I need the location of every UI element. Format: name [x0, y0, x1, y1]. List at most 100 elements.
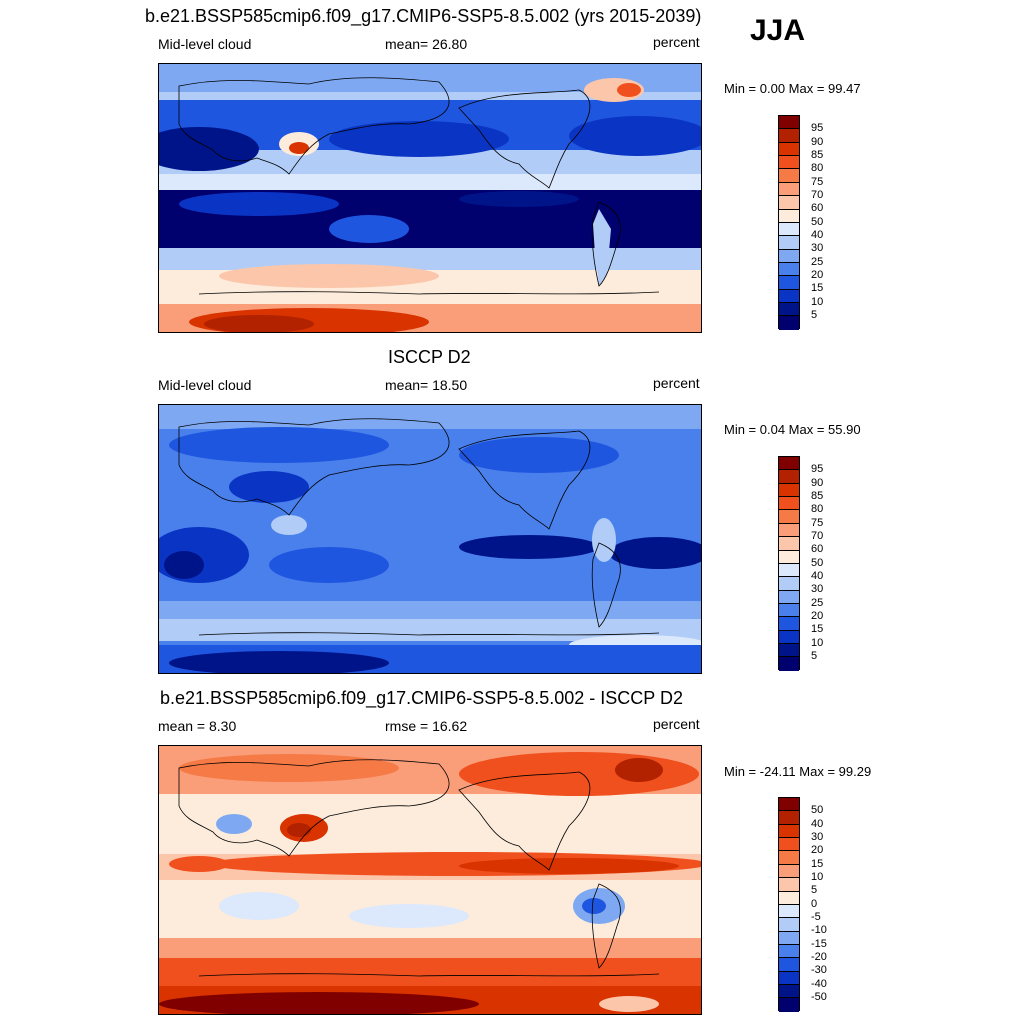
panel-3-colorbar-cell-1: [779, 798, 799, 812]
panel-3-colorbar-cell-7: [779, 878, 799, 892]
panel-2-colorbar-cell-11: [779, 590, 799, 604]
panel-1-colorbar-cell-2: [779, 129, 799, 143]
panel-2-title: ISCCP D2: [388, 347, 471, 367]
panel-3-colorbar-label: -15: [811, 938, 827, 950]
panel-3-colorbar-cell-15: [779, 985, 799, 999]
panel-2-colorbar-label: 5: [811, 650, 818, 662]
panel-1-colorbar-cell-13: [779, 276, 799, 290]
panel-1-colorbar-label: 20: [811, 269, 824, 281]
panel-1-colorbar-cell-8: [779, 209, 799, 223]
panel-3-map-field: [159, 746, 701, 1014]
panel-2-colorbar-cell-10: [779, 577, 799, 591]
panel-2-range-text: Min = 0.04 Max = 55.90: [724, 422, 861, 437]
panel-3-colorbar: [778, 797, 800, 1012]
panel-3-colorbar-cell-9: [779, 904, 799, 919]
panel-1-colorbar-cell-12: [779, 262, 799, 277]
panel-2-colorbar-label: 50: [811, 557, 824, 569]
panel-3-colorbar-label: 20: [811, 844, 824, 856]
panel-2-colorbar-label: 10: [811, 637, 824, 649]
panel-2-mean-label: mean= 18.50: [385, 377, 468, 393]
panel-2-units-label: percent: [653, 375, 700, 391]
panel-2-colorbar-label: 25: [811, 597, 824, 609]
panel-1-colorbar-label: 95: [811, 122, 824, 134]
panel-2-colorbar-label: 40: [811, 570, 824, 582]
panel-3-colorbar-label: 15: [811, 858, 824, 870]
panel-2-colorbar-cell-8: [779, 550, 799, 564]
panel-1-colorbar-cell-14: [779, 289, 799, 304]
panel-2-colorbar-cell-14: [779, 630, 799, 645]
panel-1-colorbar-cell-10: [779, 236, 799, 250]
panel-3-title: b.e21.BSSP585cmip6.f09_g17.CMIP6-SSP5-8.…: [160, 688, 683, 708]
panel-3-colorbar-label: -20: [811, 951, 827, 963]
panel-3-rmse-label: rmse = 16.62: [385, 718, 468, 734]
panel-3-colorbar-cell-8: [779, 891, 799, 905]
panel-1-colorbar-cell-7: [779, 196, 799, 210]
panel-3-map: [158, 745, 702, 1015]
panel-2-colorbar-cell-9: [779, 563, 799, 578]
panel-3-colorbar-cell-3: [779, 824, 799, 839]
panel-1-colorbar-cell-1: [779, 116, 799, 130]
panel-1-variable-label: Mid-level cloud: [158, 36, 252, 52]
panel-2-colorbar-label: 85: [811, 490, 824, 502]
panel-2-colorbar-label: 70: [811, 530, 824, 542]
panel-2-colorbar-cell-7: [779, 537, 799, 551]
panel-2-colorbar-cell-4: [779, 497, 799, 511]
panel-2-colorbar-cell-12: [779, 603, 799, 618]
panel-2-colorbar-label: 95: [811, 463, 824, 475]
panel-3-colorbar-label: 30: [811, 831, 824, 843]
panel-1-colorbar-label: 5: [811, 309, 818, 321]
panel-2-colorbar-label: 30: [811, 583, 824, 595]
panel-1-colorbar-label: 85: [811, 149, 824, 161]
panel-3-colorbar-label: 50: [811, 804, 824, 816]
panel-1-range-text: Min = 0.00 Max = 99.47: [724, 81, 861, 96]
panel-1-title: b.e21.BSSP585cmip6.f09_g17.CMIP6-SSP5-8.…: [145, 6, 702, 26]
panel-1-mean-label: mean= 26.80: [385, 36, 468, 52]
panel-1-colorbar-cell-3: [779, 142, 799, 157]
panel-1-map-field: [159, 64, 701, 332]
panel-2-colorbar-label: 20: [811, 610, 824, 622]
panel-2-variable-label: Mid-level cloud: [158, 377, 252, 393]
panel-1-colorbar-cell-5: [779, 169, 799, 183]
panel-3-colorbar-cell-2: [779, 811, 799, 825]
panel-2-colorbar-cell-5: [779, 510, 799, 524]
panel-3-mean-label: mean = 8.30: [158, 718, 237, 734]
panel-1-colorbar-label: 50: [811, 216, 824, 228]
panel-3-colorbar-cell-14: [779, 971, 799, 986]
panel-3-colorbar-cell-12: [779, 944, 799, 959]
panel-2-colorbar-cell-6: [779, 523, 799, 538]
panel-1-colorbar-label: 10: [811, 296, 824, 308]
panel-3-colorbar-label: -5: [811, 911, 821, 923]
panel-2-map: [158, 404, 702, 674]
panel-2-colorbar-label: 80: [811, 503, 824, 515]
panel-1-colorbar-label: 15: [811, 282, 824, 294]
panel-2-colorbar: [778, 456, 800, 671]
panel-1-colorbar-label: 80: [811, 162, 824, 174]
panel-3-colorbar-cell-16: [779, 998, 799, 1012]
panel-3-colorbar-label: 40: [811, 818, 824, 830]
panel-3-colorbar-cell-5: [779, 851, 799, 865]
panel-1-colorbar-label: 40: [811, 229, 824, 241]
panel-3-colorbar-cell-11: [779, 931, 799, 945]
panel-1-colorbar: [778, 115, 800, 330]
panel-3-units-label: percent: [653, 716, 700, 732]
panel-3-range-text: Min = -24.11 Max = 99.29: [724, 764, 872, 779]
panel-2-colorbar-cell-3: [779, 483, 799, 498]
panel-3-colorbar-cell-13: [779, 958, 799, 972]
panel-1-map: [158, 63, 702, 333]
panel-1-colorbar-cell-6: [779, 182, 799, 197]
panel-2-colorbar-label: 15: [811, 623, 824, 635]
panel-1-colorbar-label: 60: [811, 202, 824, 214]
panel-1-colorbar-label: 75: [811, 176, 824, 188]
panel-2-colorbar-cell-15: [779, 644, 799, 658]
panel-1-colorbar-cell-4: [779, 156, 799, 170]
panel-1-colorbar-cell-15: [779, 303, 799, 317]
panel-1-colorbar-label: 25: [811, 256, 824, 268]
season-label: JJA: [750, 14, 806, 47]
panel-1-colorbar-cell-11: [779, 249, 799, 263]
panel-3-colorbar-label: 10: [811, 871, 824, 883]
panel-1-units-label: percent: [653, 34, 700, 50]
panel-3-colorbar-label: 5: [811, 884, 818, 896]
panel-3-colorbar-label: 0: [811, 898, 818, 910]
panel-3-colorbar-cell-10: [779, 918, 799, 932]
panel-1-colorbar-cell-9: [779, 222, 799, 237]
